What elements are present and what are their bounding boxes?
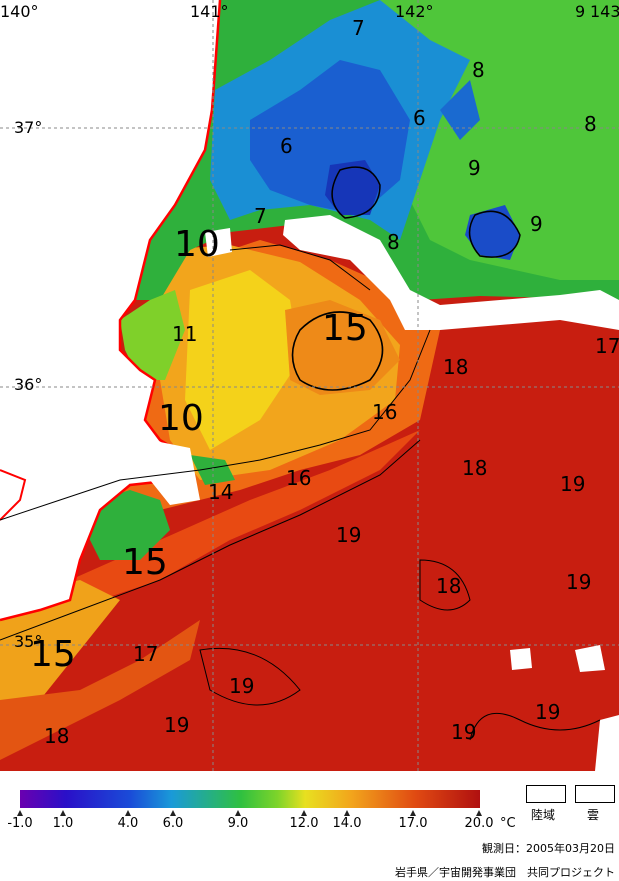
isotherm-label: 18	[44, 724, 70, 748]
isotherm-label: 15	[322, 308, 368, 349]
isotherm-label: 6	[413, 106, 426, 130]
scale-tick-label: 1.0	[52, 816, 74, 831]
scale-tick-label: 17.0	[398, 816, 428, 831]
lat-label-35: 35°	[14, 632, 43, 651]
cloud-key-swatch	[575, 785, 615, 803]
lon-label-141: 141°	[190, 2, 229, 21]
isotherm-label: 18	[443, 355, 469, 379]
observation-date: 観測日：2005年03月20日	[482, 842, 615, 855]
isotherm-label: 8	[584, 112, 597, 136]
isotherm-label: 9	[530, 212, 543, 236]
legend	[0, 771, 619, 881]
isotherm-label: 19	[336, 523, 362, 547]
sst-map	[0, 0, 619, 771]
isotherm-label: 6	[280, 134, 293, 158]
color-scale-bar	[20, 790, 480, 808]
isotherm-label: 19	[164, 713, 190, 737]
graticule	[0, 0, 619, 771]
lat-label-36: 36°	[14, 375, 43, 394]
land-key-label: 陸域	[531, 808, 556, 822]
scale-tick-marks	[17, 810, 482, 816]
land-key-swatch	[526, 785, 566, 803]
scale-tick-label: 14.0	[332, 816, 362, 831]
lon-label-142: 142°	[395, 2, 434, 21]
isotherm-label: 15	[122, 542, 168, 583]
isotherm-label: 16	[286, 466, 312, 490]
isotherm-label: 19	[451, 720, 477, 744]
lon-label-140: 140°	[0, 2, 39, 21]
isotherm-label: 19	[535, 700, 561, 724]
isotherm-label: 17	[133, 642, 159, 666]
isotherm-label: 14	[208, 480, 234, 504]
isotherm-label: 16	[372, 400, 398, 424]
isotherm-label: 18	[462, 456, 488, 480]
isotherm-label: 10	[174, 224, 220, 265]
cloud-mask	[283, 215, 619, 330]
isotherm-label: 11	[172, 322, 198, 346]
scale-tick-label: 6.0	[162, 816, 184, 831]
isotherm-label: 19	[229, 674, 255, 698]
isotherm-label: 7	[254, 204, 267, 228]
isotherm-label: 19	[566, 570, 592, 594]
coastline	[0, 0, 222, 622]
scale-tick-label: 12.0	[289, 816, 319, 831]
lat-label-37: 37°	[14, 118, 43, 137]
cloud-key-label: 雲	[587, 808, 600, 822]
credit-text: 岩手県／宇宙開発事業団 共同プロジェクト	[395, 866, 615, 879]
scale-tick-label: 20.0	[464, 816, 494, 831]
lon-label-143: 143	[590, 2, 619, 21]
scale-tick-label: 9.0	[227, 816, 249, 831]
isotherm-label: 19	[560, 472, 586, 496]
scale-tick-label: -1.0	[7, 816, 33, 831]
isotherm-label: 10	[158, 398, 204, 439]
isotherm-label: 7	[352, 16, 365, 40]
isotherm-label: 9	[468, 156, 481, 180]
isotherm-label: 17	[595, 334, 619, 358]
isotherm-label: 18	[436, 574, 462, 598]
scale-tick-label: 4.0	[117, 816, 139, 831]
isotherm-label: 8	[472, 58, 485, 82]
isotherm-label: 15	[30, 634, 76, 675]
isotherm-contours	[0, 166, 601, 741]
unit-label: °C	[500, 816, 516, 831]
isotherm-label: 9	[575, 2, 586, 21]
isotherm-label: 8	[387, 230, 400, 254]
